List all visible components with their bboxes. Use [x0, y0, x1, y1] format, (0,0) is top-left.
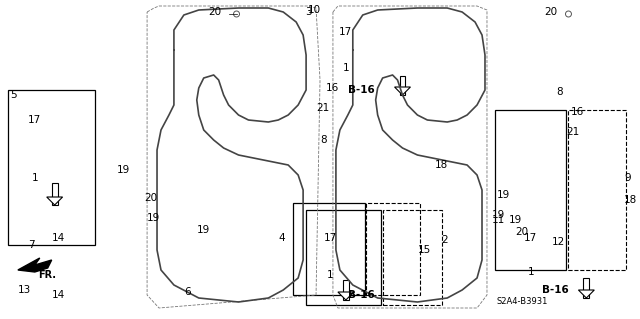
Text: B-16: B-16 [348, 290, 374, 300]
Text: 5: 5 [10, 90, 17, 100]
Bar [399, 76, 406, 95]
Text: 13: 13 [18, 285, 31, 295]
Text: S2A4-B3931: S2A4-B3931 [497, 298, 548, 307]
Text: 14: 14 [52, 233, 65, 243]
Text: 1: 1 [326, 270, 333, 280]
Bar [343, 280, 349, 300]
Text: B-16: B-16 [348, 85, 374, 95]
Text: 21: 21 [316, 103, 330, 113]
Polygon shape [18, 258, 52, 272]
Text: 17: 17 [339, 27, 353, 37]
Bar [495, 110, 566, 270]
Bar [293, 203, 365, 295]
Text: 12: 12 [552, 237, 565, 247]
Text: 18: 18 [435, 160, 449, 170]
Polygon shape [394, 87, 410, 95]
Text: 19: 19 [147, 213, 161, 223]
Bar [365, 203, 420, 295]
Polygon shape [47, 197, 63, 205]
Bar [306, 210, 381, 305]
Text: 11: 11 [492, 215, 505, 225]
Text: 17: 17 [524, 233, 538, 243]
Text: 16: 16 [326, 83, 339, 93]
Polygon shape [338, 292, 354, 300]
Bar [52, 183, 58, 205]
Text: B-16: B-16 [541, 285, 568, 295]
Polygon shape [579, 290, 595, 298]
Text: 15: 15 [417, 245, 431, 255]
Text: 19: 19 [497, 190, 510, 200]
Text: 8: 8 [320, 135, 326, 145]
Text: 6: 6 [184, 287, 191, 297]
Bar [383, 210, 442, 305]
Text: 10: 10 [308, 5, 321, 15]
Text: 19: 19 [509, 215, 522, 225]
Text: 14: 14 [52, 290, 65, 300]
Text: 18: 18 [624, 195, 637, 205]
Text: 1: 1 [31, 173, 38, 183]
Text: 19: 19 [492, 210, 505, 220]
Text: 1: 1 [527, 267, 534, 277]
Text: 19: 19 [196, 225, 210, 235]
Bar [584, 278, 589, 298]
Text: 21: 21 [566, 127, 580, 137]
Text: 4: 4 [278, 233, 285, 243]
Text: FR.: FR. [38, 270, 56, 280]
Bar [8, 90, 95, 245]
Text: 3: 3 [305, 7, 312, 17]
Text: 1: 1 [342, 63, 349, 73]
Text: 7: 7 [28, 240, 35, 250]
Bar [568, 110, 626, 270]
Text: 19: 19 [117, 165, 131, 175]
Text: 16: 16 [570, 107, 584, 117]
Text: 20: 20 [144, 193, 157, 203]
Text: 17: 17 [28, 115, 42, 125]
Text: 8: 8 [557, 87, 563, 97]
Text: 20: 20 [545, 7, 557, 17]
Text: 2: 2 [441, 235, 448, 245]
Text: 17: 17 [323, 233, 337, 243]
Text: 20: 20 [515, 227, 528, 237]
Text: 9: 9 [624, 173, 631, 183]
Text: 20: 20 [209, 7, 222, 17]
